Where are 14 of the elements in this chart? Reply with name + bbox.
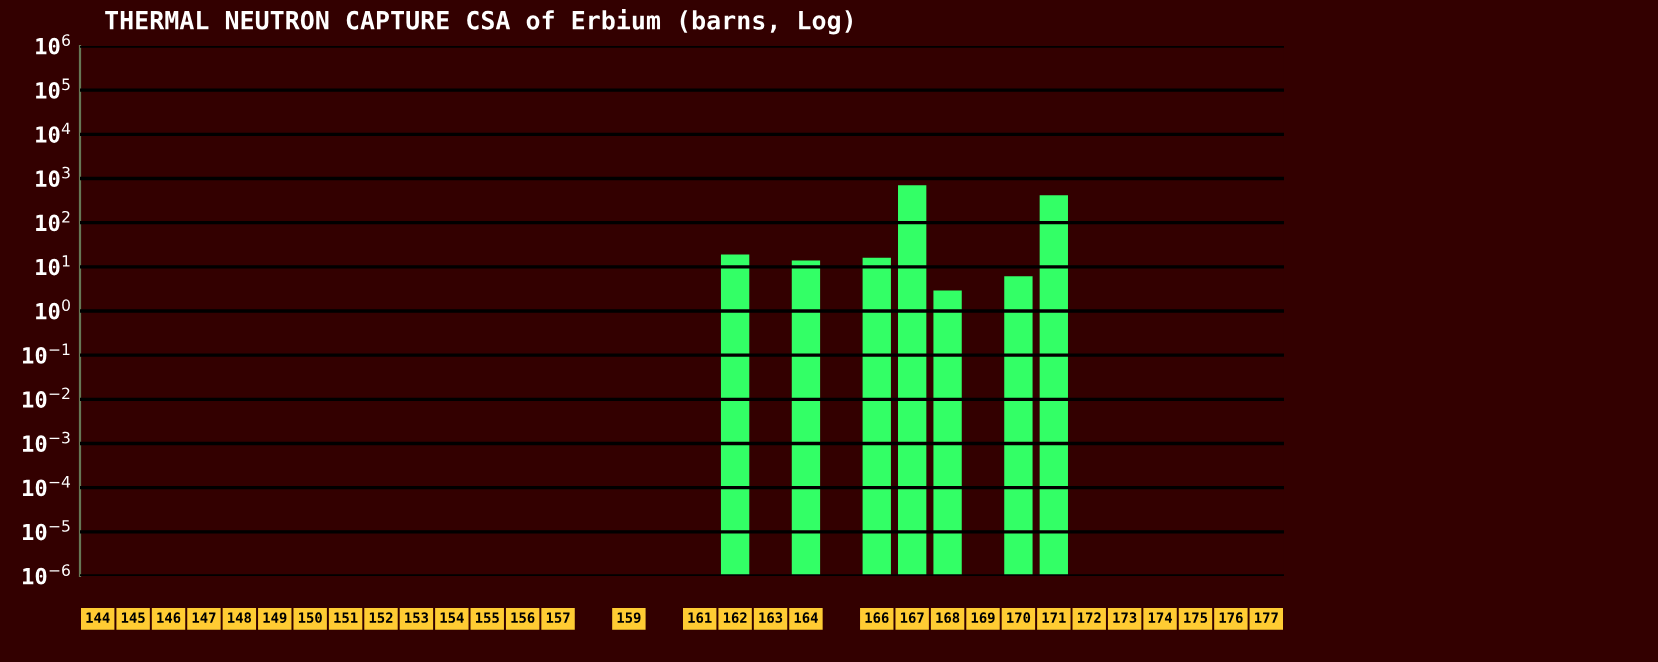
y-tick-label: 10$^{3}$	[36, 166, 70, 188]
y-tick-label: 10$^{−2}$	[23, 387, 70, 408]
y-tick-label: 10$^{−3}$	[23, 431, 70, 453]
y-tick-label: 10$^{−5}$	[23, 520, 70, 541]
y-tick-label: 10$^{−4}$	[23, 476, 71, 497]
y-tick-label: 10$^{0}$	[36, 299, 70, 320]
y-tick-label: 10$^{4}$	[36, 122, 71, 143]
y-tick-label: 10$^{5}$	[36, 78, 70, 99]
y-tick-label: 10$^{−1}$	[23, 343, 70, 364]
y-tick-label: 10$^{1}$	[36, 255, 70, 276]
chart-title: THERMAL NEUTRON CAPTURE CSA of Erbium (barns, Log)	[105, 9, 852, 35]
y-tick-label: 10$^{−6}$	[23, 564, 70, 585]
y-tick-label: 10$^{6}$	[36, 34, 70, 55]
y-tick-label: 10$^{2}$	[36, 210, 70, 232]
